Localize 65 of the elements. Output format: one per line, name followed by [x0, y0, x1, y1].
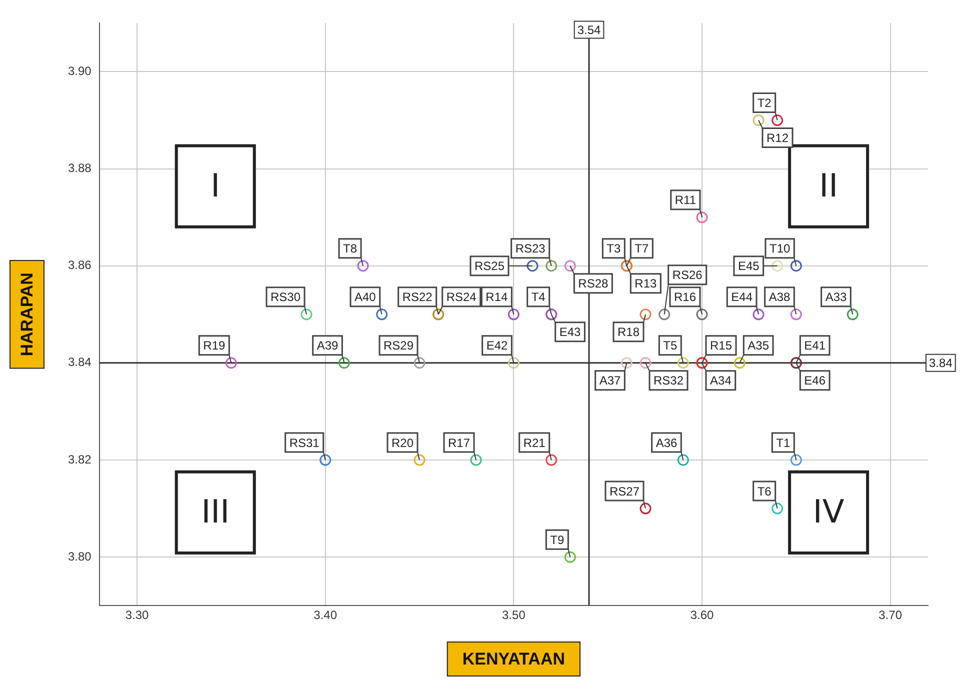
annotation: RS26: [672, 268, 703, 282]
y-axis-title: HARAPAN: [18, 272, 37, 356]
annotation: A36: [656, 436, 678, 450]
y-tick-label: 3.90: [68, 64, 92, 78]
annotation: RS29: [383, 338, 414, 353]
annotation: R12: [766, 131, 789, 146]
annotation: I: [210, 166, 220, 205]
ref-line-label: 3.54: [577, 23, 602, 38]
annotation: IV: [812, 492, 844, 531]
annotation: T7: [634, 242, 649, 256]
annotation: R13: [634, 276, 658, 291]
y-tick-label: 3.88: [68, 161, 92, 176]
annotation: A37: [599, 374, 621, 388]
x-tick-label: 3.30: [125, 608, 150, 622]
x-tick-label: 3.60: [690, 608, 714, 622]
annotation: E45: [738, 259, 760, 274]
x-tick-label: 3.50: [502, 608, 526, 622]
y-tick-label: 3.84: [68, 355, 92, 370]
annotation: A38: [768, 290, 790, 304]
annotation: RS32: [654, 374, 684, 388]
annotation: RS28: [578, 276, 609, 291]
annotation: R19: [203, 338, 226, 353]
annotation: R17: [448, 436, 470, 450]
annotation: II: [819, 166, 838, 205]
x-tick-label: 3.70: [878, 608, 902, 622]
ref-line-label: 3.84: [929, 356, 953, 370]
annotation: R18: [617, 325, 640, 340]
annotation: RS31: [289, 436, 320, 450]
annotation: R20: [392, 436, 414, 450]
annotation: E46: [804, 374, 826, 388]
y-tick-label: 3.82: [68, 452, 92, 466]
annotation: T6: [757, 484, 772, 498]
annotation: T1: [776, 436, 790, 450]
annotation: RS24: [446, 290, 477, 304]
annotation: A34: [710, 374, 732, 388]
y-tick-label: 3.86: [68, 258, 92, 272]
annotation: T8: [343, 242, 358, 256]
annotation: RS22: [402, 290, 433, 304]
annotation: A39: [316, 338, 339, 353]
annotation: E43: [559, 325, 582, 340]
annotation: RS23: [515, 242, 546, 256]
annotation: R16: [674, 290, 696, 304]
annotation: T3: [606, 242, 621, 256]
annotation: R15: [710, 338, 732, 353]
annotation: T5: [663, 338, 678, 353]
annotation: T4: [531, 290, 546, 304]
x-axis-title: KENYATAAN: [462, 650, 565, 669]
y-tick-label: 3.80: [68, 549, 92, 564]
annotation: RS30: [270, 290, 301, 304]
annotation: A40: [354, 290, 376, 304]
annotation: R11: [674, 193, 696, 208]
annotation: E42: [486, 338, 508, 353]
annotation: A35: [748, 338, 770, 353]
annotation: T9: [550, 532, 564, 547]
x-tick-label: 3.40: [314, 608, 338, 622]
annotation: R21: [523, 436, 546, 450]
annotation: RS27: [609, 484, 640, 498]
annotation: RS25: [474, 259, 505, 274]
annotation: E44: [731, 290, 753, 304]
annotation: III: [201, 492, 230, 531]
annotation: T10: [769, 242, 790, 256]
annotation: E41: [804, 338, 826, 353]
annotation: T2: [757, 96, 772, 110]
annotation: R14: [486, 290, 508, 304]
annotation: A33: [825, 290, 847, 304]
